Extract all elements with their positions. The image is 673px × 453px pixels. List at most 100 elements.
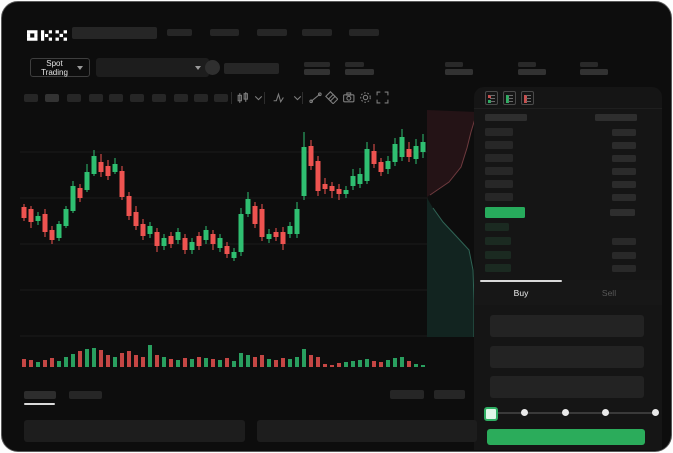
timeframe-button[interactable] bbox=[152, 94, 166, 102]
buy-button[interactable] bbox=[487, 429, 645, 445]
ask-price-placeholder bbox=[485, 180, 513, 188]
orderbook-ask-row[interactable] bbox=[474, 128, 662, 138]
symbol-dropdown[interactable] bbox=[96, 58, 209, 77]
volume-bar bbox=[407, 361, 411, 367]
candle-body bbox=[336, 189, 342, 194]
volume-bar bbox=[176, 360, 180, 367]
candle-body bbox=[133, 212, 139, 226]
candle-body bbox=[385, 161, 391, 169]
candle-body bbox=[217, 238, 223, 248]
book-view-bids-icon[interactable] bbox=[503, 91, 516, 105]
nav-item-placeholder[interactable] bbox=[349, 29, 379, 36]
candle-body bbox=[322, 184, 328, 189]
nav-item-placeholder[interactable] bbox=[210, 29, 239, 36]
timeframe-button[interactable] bbox=[45, 94, 59, 102]
timeframe-button[interactable] bbox=[67, 94, 81, 102]
timeframe-button[interactable] bbox=[214, 94, 228, 102]
timeframe-button[interactable] bbox=[194, 94, 208, 102]
timeframe-button[interactable] bbox=[174, 94, 188, 102]
pair-type-selector[interactable]: Spot Trading bbox=[30, 58, 90, 77]
orderbook-bid-row[interactable] bbox=[474, 251, 662, 261]
candle-body bbox=[406, 149, 412, 157]
volume-bar bbox=[295, 357, 299, 367]
bid-amount-placeholder bbox=[612, 252, 636, 259]
timeframe-button[interactable] bbox=[89, 94, 103, 102]
ask-price-placeholder bbox=[485, 141, 513, 149]
nav-item-placeholder[interactable] bbox=[167, 29, 192, 36]
orderbook-bid-row[interactable] bbox=[474, 223, 662, 233]
layers-icon[interactable] bbox=[325, 91, 338, 104]
nav-item-placeholder[interactable] bbox=[257, 29, 287, 36]
bottom-action-placeholder[interactable] bbox=[434, 390, 465, 399]
volume-bar bbox=[414, 364, 418, 367]
stat-label-placeholder bbox=[345, 62, 364, 67]
orderbook-ask-row[interactable] bbox=[474, 180, 662, 190]
slider-stop[interactable] bbox=[562, 409, 569, 416]
candle-body bbox=[399, 137, 405, 157]
candle-body bbox=[308, 146, 314, 166]
camera-icon[interactable] bbox=[342, 91, 355, 104]
order-input-placeholder[interactable] bbox=[490, 346, 644, 368]
slider-handle[interactable] bbox=[484, 407, 498, 421]
depth-chart[interactable] bbox=[427, 110, 480, 337]
orderbook-ask-row[interactable] bbox=[474, 141, 662, 151]
candle-body bbox=[119, 171, 125, 197]
slider-stop[interactable] bbox=[652, 409, 659, 416]
candle-body bbox=[203, 230, 209, 240]
search-bar-placeholder[interactable] bbox=[72, 27, 157, 39]
candle-body bbox=[161, 238, 167, 246]
timeframe-button[interactable] bbox=[130, 94, 144, 102]
chart-style-caret-icon[interactable] bbox=[252, 91, 265, 104]
last-price-row[interactable] bbox=[474, 207, 662, 219]
tab-buy[interactable]: Buy bbox=[480, 280, 562, 305]
volume-bar bbox=[57, 361, 61, 367]
volume-bar bbox=[120, 353, 124, 367]
candle-body bbox=[420, 142, 426, 152]
bottom-tab-placeholder[interactable] bbox=[24, 391, 56, 399]
volume-bar bbox=[309, 355, 313, 367]
volume-bar bbox=[400, 357, 404, 367]
timeframe-button[interactable] bbox=[109, 94, 123, 102]
chart-style-icon[interactable] bbox=[236, 91, 249, 104]
volume-bar bbox=[43, 360, 47, 367]
okx-logo-icon[interactable] bbox=[27, 28, 67, 41]
volume-bar bbox=[190, 359, 194, 367]
pair-name-placeholder bbox=[224, 63, 279, 74]
tab-sell[interactable]: Sell bbox=[568, 280, 650, 305]
nav-item-placeholder[interactable] bbox=[302, 29, 332, 36]
orderbook-bid-row[interactable] bbox=[474, 237, 662, 247]
bottom-tab-placeholder[interactable] bbox=[69, 391, 102, 399]
ask-amount-placeholder bbox=[612, 129, 636, 136]
bottom-action-placeholder[interactable] bbox=[390, 390, 424, 399]
settings-icon[interactable] bbox=[359, 91, 372, 104]
orderbook-ask-row[interactable] bbox=[474, 193, 662, 203]
depth-asks-area bbox=[427, 110, 477, 197]
slider-stop[interactable] bbox=[602, 409, 609, 416]
tab-buy-label: Buy bbox=[513, 287, 529, 298]
indicators-icon[interactable] bbox=[272, 91, 285, 104]
book-header-amount bbox=[595, 114, 637, 121]
candle-body bbox=[210, 234, 216, 244]
volume-bar bbox=[281, 358, 285, 367]
candlestick-chart[interactable] bbox=[20, 114, 428, 372]
candle-body bbox=[413, 146, 419, 159]
orderbook-bid-row[interactable] bbox=[474, 264, 662, 274]
volume-bar bbox=[323, 364, 327, 367]
order-input-placeholder[interactable] bbox=[490, 376, 644, 398]
book-view-asks-icon[interactable] bbox=[521, 91, 534, 105]
candle-body bbox=[350, 176, 356, 186]
table-header-placeholder bbox=[24, 420, 245, 442]
timeframe-button[interactable] bbox=[24, 94, 38, 102]
line-tool-icon[interactable] bbox=[309, 91, 322, 104]
candle-body bbox=[147, 226, 153, 234]
orderbook-ask-row[interactable] bbox=[474, 167, 662, 177]
book-view-all-icon[interactable] bbox=[485, 91, 498, 105]
volume-bar bbox=[197, 357, 201, 367]
volume-bar bbox=[351, 361, 355, 367]
slider-stop[interactable] bbox=[521, 409, 528, 416]
slider-track[interactable] bbox=[489, 412, 655, 414]
order-input-placeholder[interactable] bbox=[490, 315, 644, 337]
indicators-caret-icon[interactable] bbox=[291, 91, 304, 104]
fullscreen-icon[interactable] bbox=[376, 91, 389, 104]
orderbook-ask-row[interactable] bbox=[474, 154, 662, 164]
